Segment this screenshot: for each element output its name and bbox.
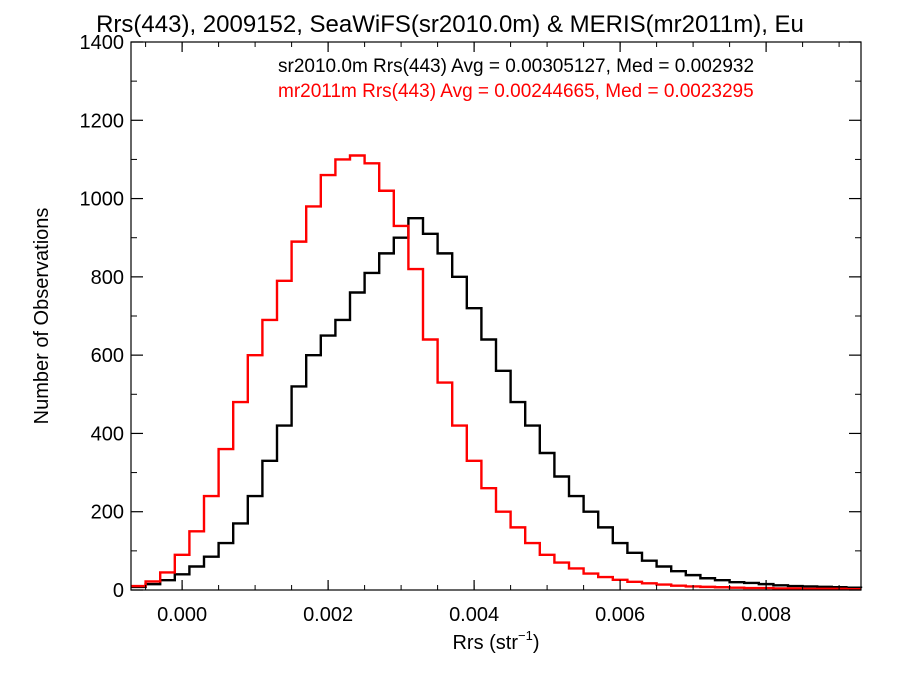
- x-tick-label: 0.006: [595, 604, 645, 626]
- x-tick-label: 0.002: [303, 604, 353, 626]
- legend: sr2010.0m Rrs(443) Avg = 0.00305127, Med…: [278, 56, 754, 102]
- chart-title: Rrs(443), 2009152, SeaWiFS(sr2010.0m) & …: [96, 11, 804, 38]
- y-tick-label: 800: [91, 267, 124, 289]
- x-tick-label: 0.000: [157, 604, 207, 626]
- series-line-sr2010.0m: [131, 216, 863, 589]
- x-axis-label: Rrs (str−1): [452, 628, 539, 654]
- legend-entry-mr2011m: mr2011m Rrs(443) Avg = 0.00244665, Med =…: [278, 81, 754, 102]
- legend-entry-sr2010: sr2010.0m Rrs(443) Avg = 0.00305127, Med…: [278, 56, 754, 77]
- y-tick-label: 600: [91, 345, 124, 367]
- y-tick-label: 400: [91, 423, 124, 445]
- y-tick-label: 200: [91, 502, 124, 524]
- plot-frame: [130, 41, 862, 591]
- x-axis-label-suffix: ): [533, 632, 540, 654]
- y-axis-label: Number of Observations: [31, 208, 53, 425]
- axis-ticks: 0.000 0.002 0.004 0.006 0.008 0 200 400 600 800 10…: [80, 32, 861, 626]
- x-axis-label-prefix: Rrs (str: [452, 632, 518, 654]
- x-tick-label: 0.004: [449, 604, 499, 626]
- series-layer: [131, 154, 863, 591]
- y-tick-label: 1200: [80, 110, 125, 132]
- series-line-mr2011m: [131, 154, 861, 591]
- y-tick-label: 1400: [80, 32, 125, 54]
- y-tick-label: 0: [113, 580, 124, 602]
- y-tick-label: 1000: [80, 189, 125, 211]
- x-axis-label-sup: −1: [518, 628, 533, 643]
- x-tick-label: 0.008: [741, 604, 791, 626]
